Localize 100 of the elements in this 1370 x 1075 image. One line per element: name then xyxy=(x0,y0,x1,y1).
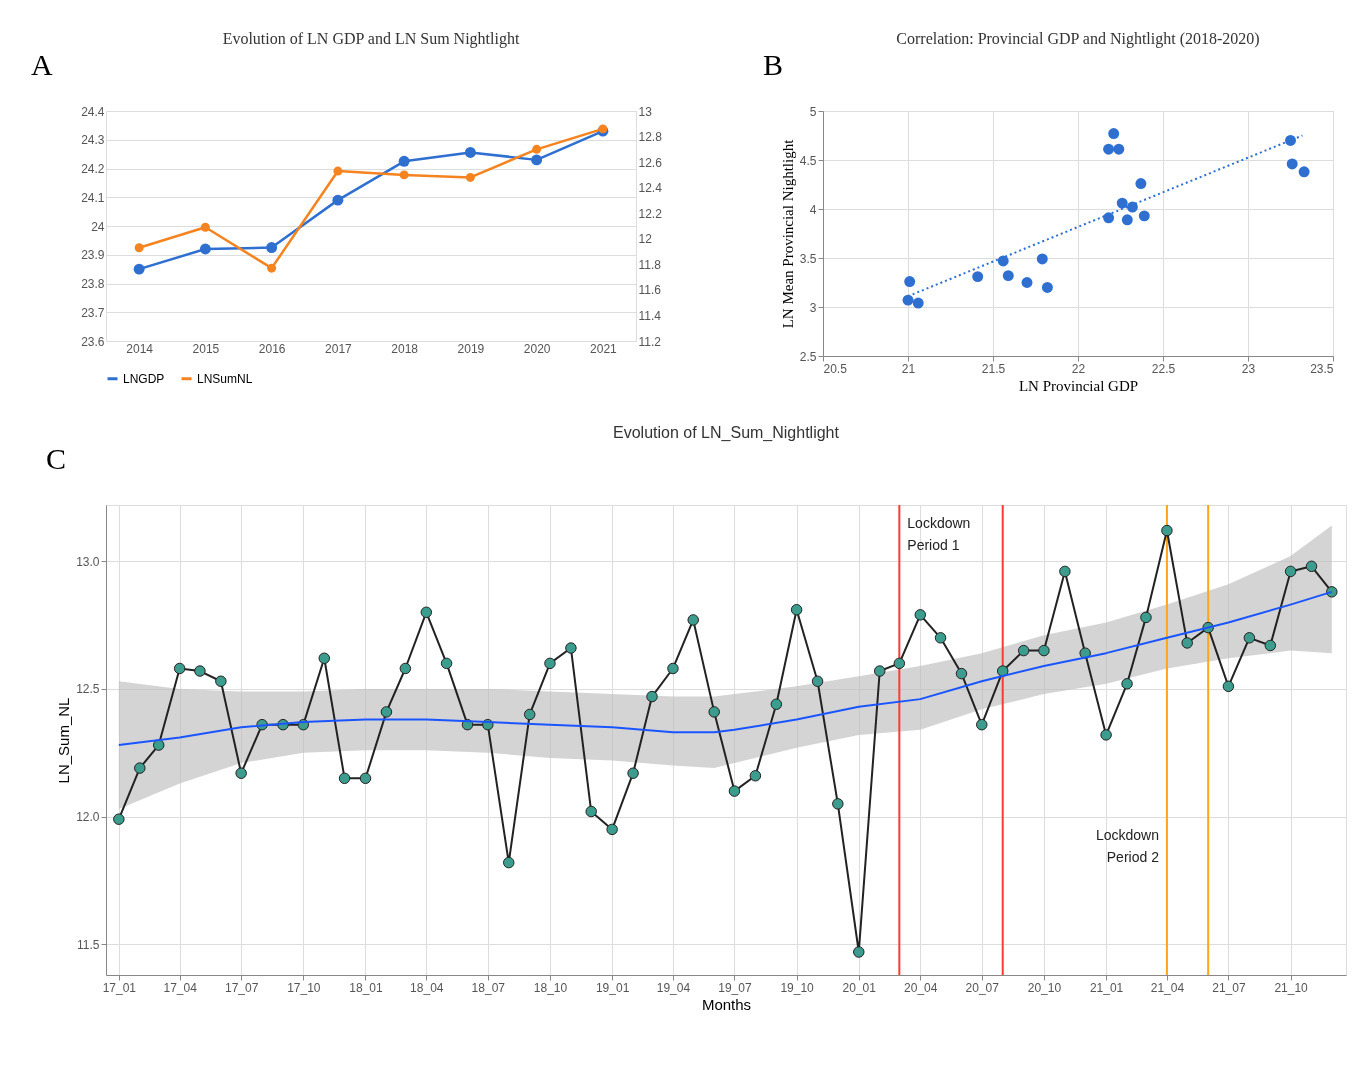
point xyxy=(770,698,783,710)
y2-tick-label: 12.6 xyxy=(638,155,663,170)
y-tick-label: 23.9 xyxy=(81,248,105,263)
point xyxy=(627,767,639,779)
y-tick-label: 4 xyxy=(809,202,817,217)
point xyxy=(152,739,165,751)
x-tick-label: 2021 xyxy=(590,341,618,356)
x-tick-label: 20_01 xyxy=(842,980,877,995)
point xyxy=(113,813,125,825)
y-tick-label: 12.5 xyxy=(76,682,100,697)
x-tick-label: 20.5 xyxy=(823,361,848,376)
x-tick-label: 19_10 xyxy=(780,980,815,995)
point xyxy=(399,662,412,675)
point xyxy=(420,606,433,619)
x-tick-label: 18_07 xyxy=(471,980,506,995)
point xyxy=(338,772,351,785)
x-tick-label: 2016 xyxy=(258,341,286,356)
point xyxy=(606,823,618,836)
y2-tick-label: 12 xyxy=(638,232,653,247)
point xyxy=(955,667,968,680)
point xyxy=(523,708,536,721)
point xyxy=(565,642,577,654)
x-tick-label: 19_04 xyxy=(656,980,691,995)
x-tick-label: 22 xyxy=(1071,361,1086,376)
point xyxy=(544,657,556,670)
y-tick-label: 24.2 xyxy=(81,162,105,176)
point xyxy=(532,144,542,154)
y2-tick-label: 13 xyxy=(638,104,653,119)
y-tick-label: 23.7 xyxy=(81,305,105,320)
chart-title: Evolution of LN_Sum_Nightlight xyxy=(613,424,840,442)
x-tick-label: 21 xyxy=(901,361,916,376)
x-tick-label: 2017 xyxy=(325,341,353,356)
point xyxy=(749,770,762,782)
point xyxy=(1284,565,1297,578)
point xyxy=(133,263,145,275)
point xyxy=(215,675,227,687)
x-tick-label: 19_07 xyxy=(718,980,752,995)
point xyxy=(1038,644,1050,657)
point xyxy=(893,657,906,670)
y2-tick-label: 12.2 xyxy=(638,206,663,221)
point xyxy=(1222,680,1235,693)
y2-tick-label: 11.8 xyxy=(638,257,662,272)
x-tick-label: 17_10 xyxy=(287,980,321,995)
point xyxy=(1121,678,1133,690)
x-tick-label: 20_04 xyxy=(904,980,938,995)
point xyxy=(399,170,409,180)
point xyxy=(1305,560,1318,573)
point xyxy=(646,690,658,703)
point xyxy=(934,632,947,644)
point xyxy=(266,242,278,254)
text: B xyxy=(763,48,784,81)
legend-label: LNGDP xyxy=(123,371,165,386)
y2-tick-label: 12.4 xyxy=(638,181,663,196)
y-tick-label: 2.5 xyxy=(799,349,817,364)
x-tick-label: 23 xyxy=(1241,361,1256,376)
point xyxy=(996,665,1009,677)
y-axis-title: LN_Sum_NL xyxy=(55,697,73,784)
text: A xyxy=(31,48,53,81)
y-tick-label: 3.5 xyxy=(799,251,817,266)
point xyxy=(1243,632,1256,644)
x-tick-label: 19_01 xyxy=(595,980,630,995)
point xyxy=(585,805,597,818)
point xyxy=(914,609,927,621)
chart-title: Evolution of LN GDP and LN Sum Nightlight xyxy=(222,30,520,48)
point xyxy=(708,706,720,718)
y2-tick-label: 11.6 xyxy=(638,283,662,298)
point xyxy=(531,154,543,166)
point xyxy=(134,762,146,774)
point xyxy=(832,798,844,810)
x-tick-label: 20_07 xyxy=(965,980,1000,995)
point xyxy=(667,662,679,675)
y-tick-label: 13.0 xyxy=(76,554,100,569)
point xyxy=(333,166,343,176)
y2-tick-label: 11.2 xyxy=(638,334,662,349)
x-tick-label: 17_04 xyxy=(163,980,198,995)
x-tick-label: 17_01 xyxy=(102,980,137,995)
x-tick-label: 21_04 xyxy=(1150,980,1185,995)
x-tick-label: 21.5 xyxy=(981,361,1006,376)
y-tick-label: 3 xyxy=(809,300,817,315)
x-axis-title: Months xyxy=(701,995,752,1013)
point xyxy=(464,146,476,158)
point xyxy=(440,657,453,670)
point xyxy=(318,652,331,664)
x-tick-label: 2014 xyxy=(126,341,154,356)
y2-tick-label: 12.8 xyxy=(638,130,663,145)
point xyxy=(811,675,824,687)
x-tick-label: 2015 xyxy=(192,341,220,356)
point xyxy=(465,172,475,182)
y-tick-label: 11.5 xyxy=(77,937,100,952)
point xyxy=(873,665,886,677)
x-tick-label: 2018 xyxy=(391,341,419,356)
y-tick-label: 23.6 xyxy=(81,334,105,349)
ref-line-label: Lockdown Period 1 xyxy=(907,515,971,553)
y2-tick-label: 11.4 xyxy=(638,308,662,323)
point xyxy=(1140,611,1152,624)
x-tick-label: 18_10 xyxy=(533,980,568,995)
y-tick-label: 4.5 xyxy=(799,153,817,168)
point xyxy=(398,155,410,167)
point xyxy=(1181,637,1193,649)
x-tick-label: 17_07 xyxy=(224,980,259,995)
